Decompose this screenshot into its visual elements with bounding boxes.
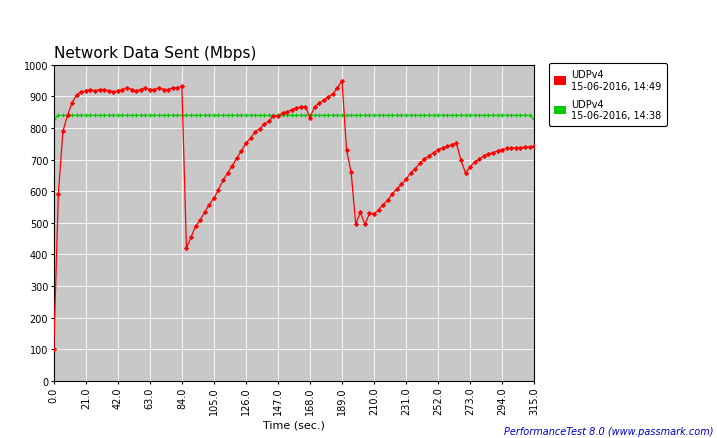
Text: Network Data Sent (Mbps): Network Data Sent (Mbps) <box>54 46 256 60</box>
Legend: UDPv4
15-06-2016, 14:49, UDPv4
15-06-2016, 14:38: UDPv4 15-06-2016, 14:49, UDPv4 15-06-201… <box>549 64 667 127</box>
Text: PerformanceTest 8.0 (www.passmark.com): PerformanceTest 8.0 (www.passmark.com) <box>504 426 713 436</box>
X-axis label: Time (sec.): Time (sec.) <box>263 420 325 430</box>
